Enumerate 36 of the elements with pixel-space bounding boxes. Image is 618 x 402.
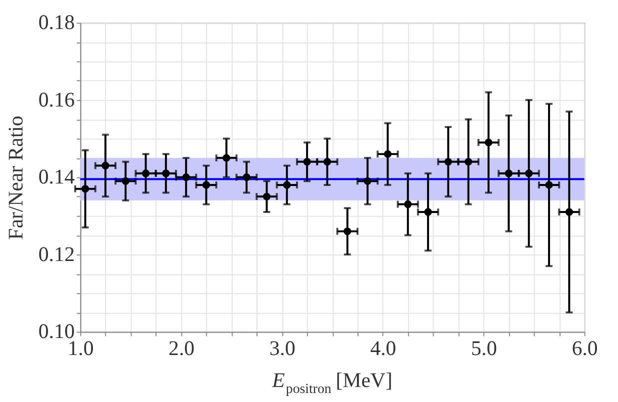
point: [404, 200, 412, 208]
point: [202, 181, 210, 189]
point: [182, 173, 190, 182]
point: [122, 177, 130, 185]
point: [525, 170, 533, 178]
x-tick-label: 2.0: [168, 337, 195, 360]
y-tick-label: 0.12: [38, 242, 75, 266]
y-tick-label: 0.16: [38, 88, 75, 112]
point: [424, 208, 432, 216]
x-tick-label: 1.0: [68, 337, 94, 360]
y-tick-label: 0.18: [38, 11, 75, 34]
point: [142, 170, 150, 178]
point: [444, 158, 452, 166]
point: [384, 150, 392, 158]
x-tick-label: 4.0: [370, 337, 396, 360]
point: [222, 154, 230, 162]
point: [464, 158, 472, 166]
point: [81, 184, 90, 193]
y-axis-title: Far/Near Ratio: [4, 116, 28, 240]
point: [162, 170, 170, 178]
point: [484, 138, 492, 146]
point: [262, 192, 271, 200]
point: [102, 162, 110, 170]
point: [323, 158, 332, 166]
point: [545, 181, 553, 189]
point: [242, 173, 250, 182]
point: [303, 158, 311, 166]
y-tick-label: 0.14: [38, 166, 76, 189]
point: [283, 181, 291, 189]
point: [565, 208, 574, 216]
x-tick-label: 5.0: [471, 337, 497, 360]
point: [344, 227, 352, 236]
point: [364, 177, 372, 185]
x-tick-label: 6.0: [572, 337, 598, 360]
x-tick-label: 3.0: [269, 337, 296, 360]
point: [504, 170, 513, 178]
